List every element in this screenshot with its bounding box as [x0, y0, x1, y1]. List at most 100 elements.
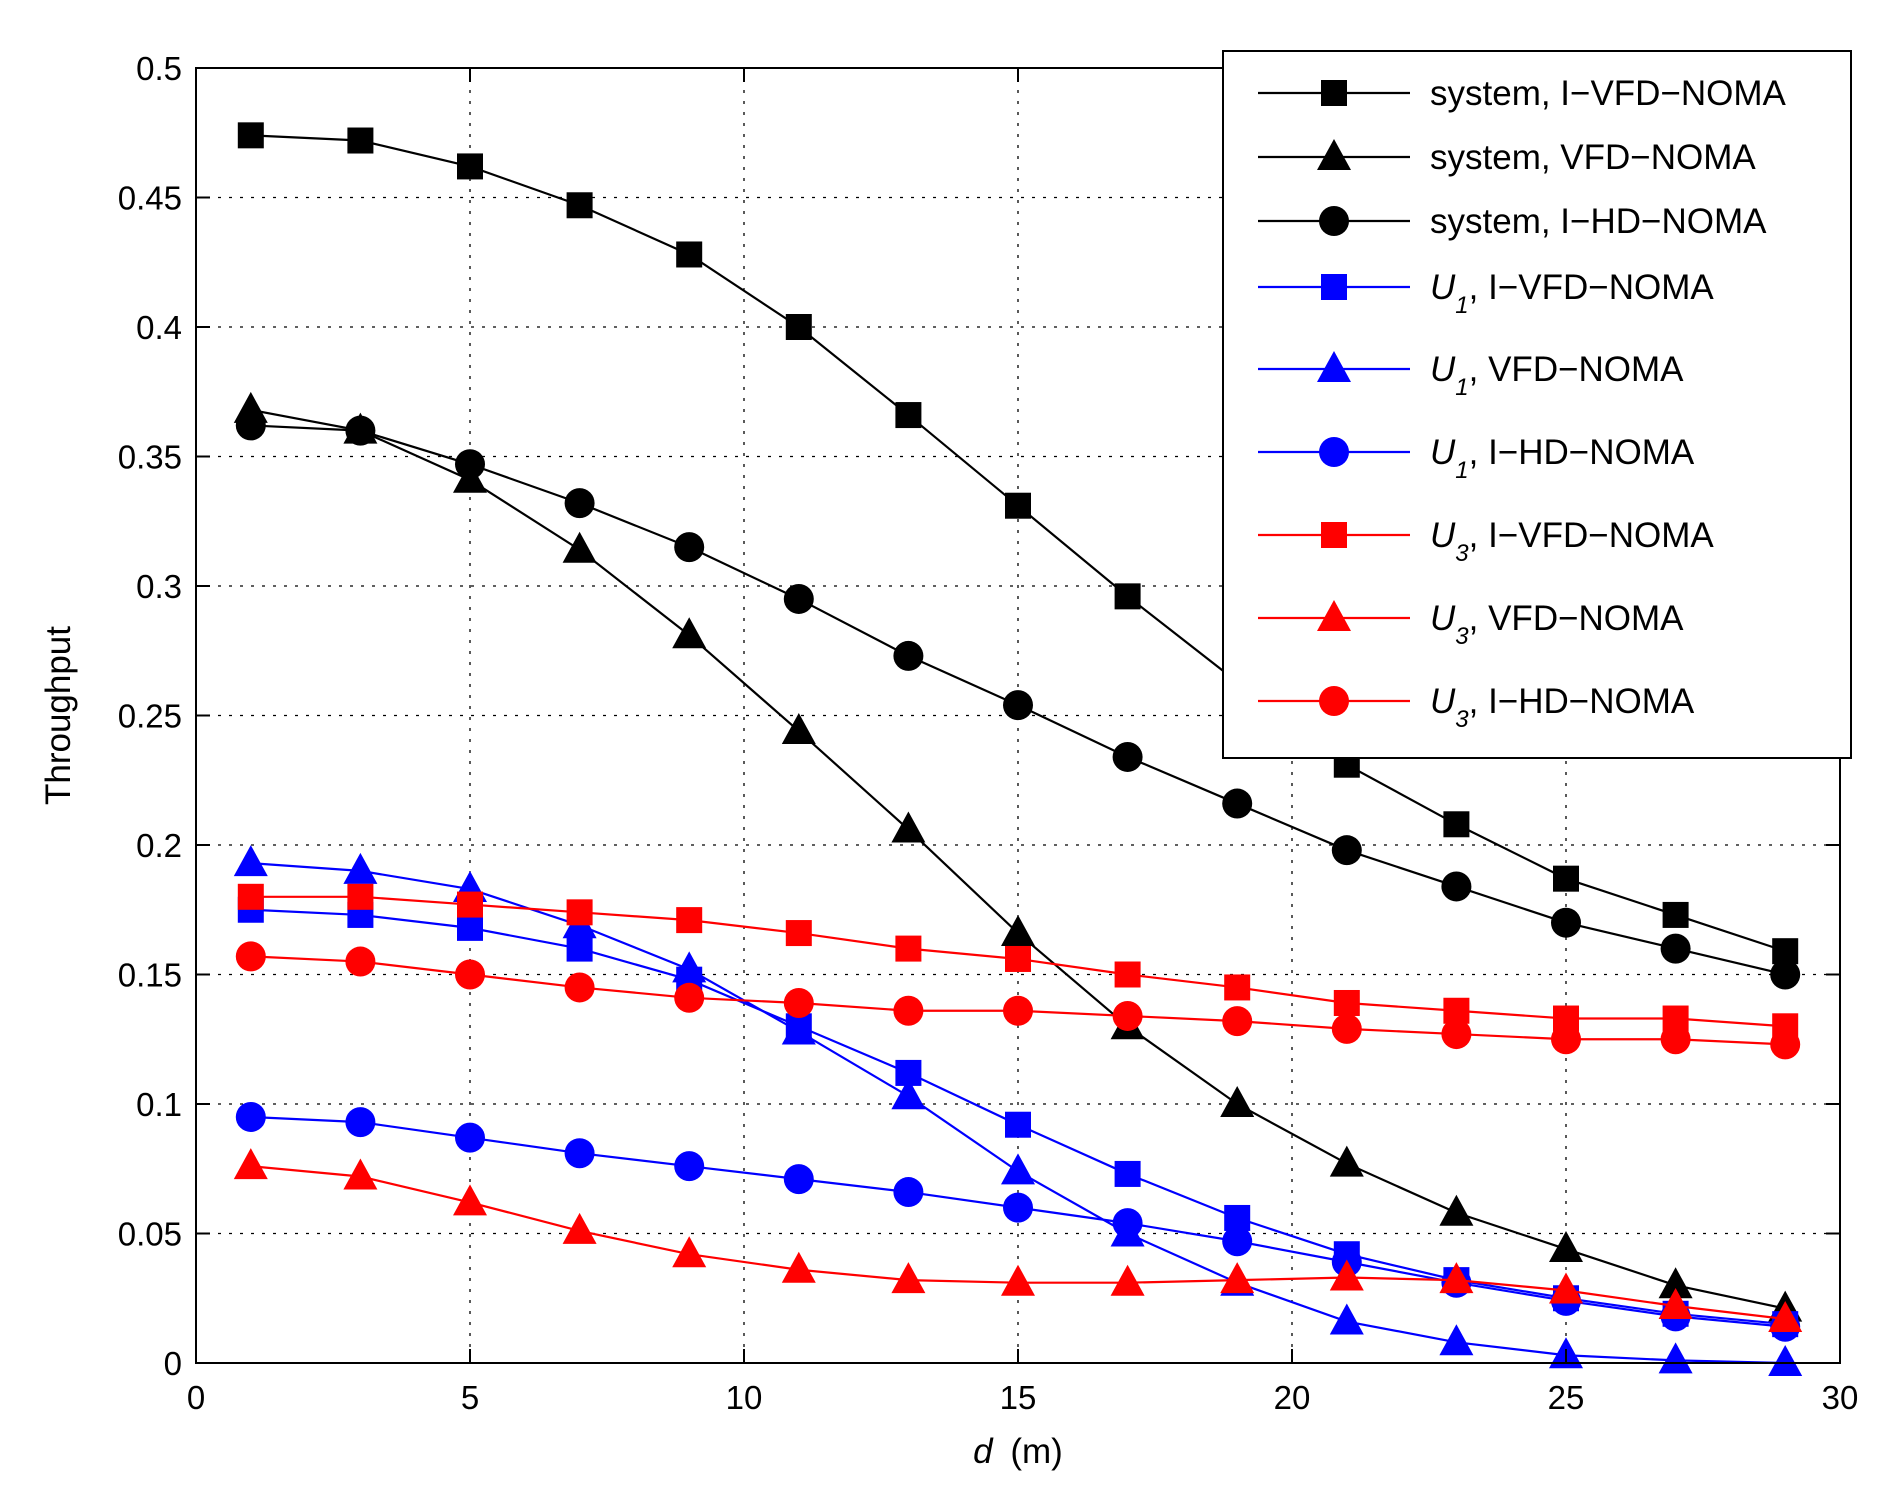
data-point — [785, 314, 812, 340]
y-tick-label: 0.5 — [136, 50, 182, 87]
data-point — [1003, 690, 1033, 721]
data-point — [345, 415, 376, 446]
data-point — [562, 531, 597, 563]
legend-subscript: 1 — [1455, 292, 1468, 319]
data-point — [455, 449, 485, 480]
legend-item: U3, I−HD−NOMA — [1258, 682, 1695, 733]
data-point — [1660, 1024, 1691, 1055]
x-tick-label: 5 — [461, 1379, 479, 1416]
data-point — [566, 935, 593, 962]
y-tick-label: 0.3 — [136, 568, 182, 605]
legend-marker — [1319, 686, 1349, 716]
x-tick-label: 25 — [1548, 1379, 1585, 1416]
data-point — [891, 811, 926, 843]
data-point — [1549, 1272, 1583, 1304]
data-point — [893, 995, 924, 1026]
data-point — [1220, 1086, 1255, 1117]
series-1 — [233, 391, 1803, 1322]
legend-marker — [1319, 206, 1349, 236]
data-point — [781, 1013, 816, 1045]
data-point — [235, 410, 266, 441]
data-point — [1329, 1145, 1364, 1177]
legend-subscript: 1 — [1455, 457, 1468, 484]
legend-item: U1, I−VFD−NOMA — [1258, 268, 1714, 319]
x-tick-label: 20 — [1274, 1379, 1311, 1416]
data-point — [1222, 788, 1253, 819]
data-point — [457, 153, 483, 180]
data-point — [1660, 933, 1691, 964]
y-tick-label: 0.15 — [118, 957, 182, 994]
legend-item: U1, VFD−NOMA — [1258, 350, 1684, 401]
series-layer — [233, 122, 1803, 1376]
data-point — [564, 488, 595, 519]
legend-text: , I−VFD−NOMA — [1469, 268, 1715, 307]
legend-text: , VFD−NOMA — [1469, 599, 1685, 638]
legend-label: system, I−HD−NOMA — [1430, 202, 1767, 241]
legend-subscript: 3 — [1455, 540, 1469, 567]
y-tick-label: 0.35 — [118, 439, 182, 476]
data-point — [343, 852, 378, 884]
data-point — [1549, 1231, 1583, 1263]
legend-text: , I−VFD−NOMA — [1469, 516, 1715, 555]
legend-marker — [1319, 437, 1349, 467]
legend-text: system, I−VFD−NOMA — [1430, 74, 1787, 113]
y-tick-label: 0.4 — [136, 309, 182, 346]
data-point — [1001, 1153, 1035, 1185]
data-point — [1331, 1013, 1362, 1044]
legend-user: U — [1430, 599, 1456, 638]
legend-label: U3, I−HD−NOMA — [1430, 682, 1695, 733]
legend-marker — [1321, 274, 1347, 300]
data-point — [1662, 901, 1689, 928]
legend-marker — [1317, 139, 1351, 170]
data-point — [455, 959, 485, 990]
legend-user: U — [1430, 268, 1456, 307]
legend: system, I−VFD−NOMA system, VFD−NOMA system… — [1222, 50, 1852, 759]
y-tick-label: 0.45 — [118, 180, 182, 217]
legend-item: U3, I−VFD−NOMA — [1258, 516, 1714, 567]
data-point — [347, 127, 374, 154]
legend-item: system, I−HD−NOMA — [1258, 202, 1767, 241]
legend-subscript: 3 — [1455, 623, 1469, 650]
legend-item: U3, VFD−NOMA — [1258, 599, 1684, 650]
data-point — [457, 891, 483, 918]
legend-text: system, I−HD−NOMA — [1430, 202, 1767, 241]
data-point — [1220, 1262, 1255, 1294]
data-point — [1005, 492, 1031, 519]
data-point — [674, 532, 705, 563]
legend-text: , VFD−NOMA — [1469, 350, 1685, 389]
series-2 — [235, 410, 1801, 990]
data-point — [343, 1158, 378, 1190]
data-point — [783, 987, 814, 1018]
data-point — [564, 972, 595, 1003]
x-axis-label: d (m) — [973, 1432, 1063, 1471]
data-point — [1005, 945, 1031, 972]
data-point — [672, 617, 707, 649]
legend-text: system, VFD−NOMA — [1430, 138, 1756, 177]
data-point — [781, 1251, 816, 1283]
data-point — [1441, 871, 1472, 902]
data-point — [1329, 1259, 1364, 1291]
legend-label: U1, I−VFD−NOMA — [1430, 268, 1714, 319]
legend-label: U1, VFD−NOMA — [1430, 350, 1684, 401]
data-point — [674, 982, 705, 1013]
legend-item: system, VFD−NOMA — [1258, 138, 1756, 177]
data-point — [676, 241, 703, 268]
data-point — [1112, 741, 1143, 772]
data-point — [345, 946, 376, 977]
data-point — [672, 951, 707, 983]
legend-label: system, VFD−NOMA — [1430, 138, 1756, 177]
data-point — [455, 1122, 485, 1153]
data-point — [783, 1164, 814, 1195]
legend-label: system, I−VFD−NOMA — [1430, 74, 1787, 113]
data-point — [1658, 1288, 1693, 1320]
data-point — [345, 1107, 376, 1138]
data-point — [785, 920, 812, 947]
data-point — [1443, 811, 1470, 838]
x-tick-label: 30 — [1822, 1379, 1859, 1416]
data-point — [235, 1101, 266, 1132]
y-tick-label: 0.25 — [118, 698, 182, 735]
legend-user: U — [1430, 516, 1456, 555]
data-point — [1331, 835, 1362, 866]
legend-item: system, I−VFD−NOMA — [1258, 74, 1787, 113]
